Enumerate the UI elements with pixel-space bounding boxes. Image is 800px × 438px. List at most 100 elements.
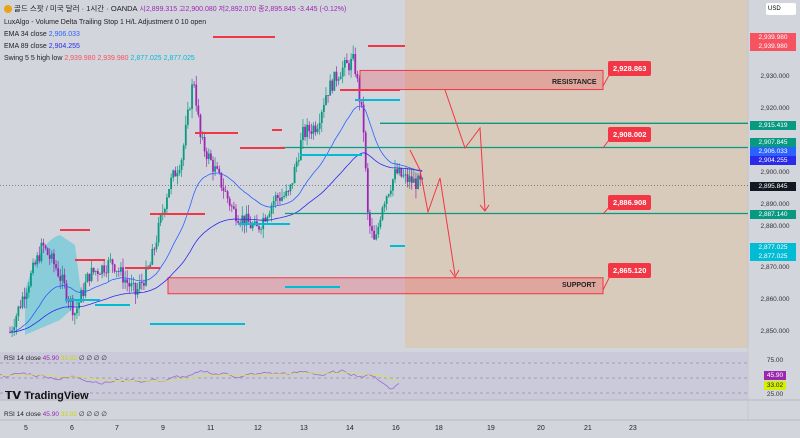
candle bbox=[174, 170, 177, 177]
level-callout[interactable]: 2,908.002 bbox=[608, 127, 652, 142]
candle bbox=[406, 174, 409, 182]
rsi-legend[interactable]: RSI 14 close 45.90 33.02 ∅ ∅ ∅ ∅ bbox=[4, 354, 107, 362]
candle bbox=[329, 80, 332, 96]
ema89-label: EMA 89 close bbox=[4, 43, 47, 50]
candle bbox=[392, 179, 394, 191]
swing-value: 2,877.025 bbox=[130, 55, 162, 62]
candle bbox=[322, 104, 325, 112]
swing-value: 2,877.025 bbox=[163, 55, 195, 62]
candle bbox=[138, 282, 141, 290]
candle bbox=[216, 166, 219, 169]
candle bbox=[285, 191, 288, 197]
candle bbox=[302, 126, 304, 141]
candle bbox=[308, 124, 311, 132]
price-tick: 2,870.000 bbox=[760, 264, 790, 271]
candle bbox=[63, 274, 66, 284]
candle bbox=[197, 105, 200, 115]
rsi-ma-value: 33.02 bbox=[60, 411, 78, 418]
price-tag: 2,887.140 bbox=[750, 209, 796, 219]
candle bbox=[159, 215, 162, 223]
candle bbox=[76, 308, 78, 314]
candle bbox=[115, 271, 118, 272]
candle bbox=[99, 274, 101, 275]
ema89-value: 2,904.255 bbox=[48, 43, 80, 50]
candle bbox=[191, 84, 193, 109]
candle bbox=[212, 159, 214, 172]
ema89-legend[interactable]: EMA 89 close 2,904.255 bbox=[4, 43, 80, 50]
candle bbox=[107, 260, 110, 273]
candle bbox=[287, 191, 290, 192]
rsi-extra: ∅ ∅ ∅ ∅ bbox=[78, 355, 107, 362]
candle bbox=[318, 122, 321, 129]
candle bbox=[320, 111, 323, 123]
candle bbox=[350, 58, 352, 71]
candle bbox=[182, 145, 185, 161]
rsi-legend-2[interactable]: RSI 14 close 45.90 33.02 ∅ ∅ ∅ ∅ bbox=[4, 410, 107, 418]
candle bbox=[312, 125, 315, 134]
candle bbox=[276, 195, 279, 198]
candle bbox=[42, 242, 45, 246]
price-tick: 2,930.000 bbox=[760, 73, 790, 80]
candle bbox=[325, 95, 327, 105]
candle bbox=[94, 271, 97, 273]
support-zone bbox=[167, 277, 604, 295]
candle bbox=[78, 302, 80, 309]
candle bbox=[189, 108, 191, 110]
candle bbox=[341, 67, 344, 77]
candle bbox=[331, 80, 334, 91]
resistance-callout[interactable]: 2,928.863 bbox=[608, 61, 652, 76]
candle bbox=[32, 262, 34, 274]
symbol-legend: 골드 스팟 / 미국 달러 · 1시간 · OANDA 시2,899.315 고… bbox=[4, 3, 346, 14]
candle bbox=[130, 283, 133, 287]
tradingview-icon: 𝗧𝗩 bbox=[5, 390, 22, 402]
time-tick: 18 bbox=[435, 425, 443, 432]
candle bbox=[237, 221, 239, 223]
ema34-legend[interactable]: EMA 34 close 2,906.033 bbox=[4, 31, 80, 38]
rsi-label: RSI 14 close bbox=[4, 411, 41, 418]
candle bbox=[251, 224, 254, 229]
swing-legend[interactable]: Swing 5 5 high low 2,939.980 2,939.980 2… bbox=[4, 55, 195, 62]
time-tick: 23 bbox=[629, 425, 637, 432]
candle bbox=[333, 71, 336, 91]
candle bbox=[86, 273, 89, 283]
candle bbox=[377, 227, 380, 235]
time-tick: 19 bbox=[487, 425, 495, 432]
candle bbox=[128, 282, 131, 287]
candle bbox=[132, 283, 135, 284]
time-tick: 16 bbox=[392, 425, 400, 432]
candle bbox=[38, 255, 41, 261]
rsi-ma-value: 33.02 bbox=[60, 355, 78, 362]
candle bbox=[258, 226, 260, 230]
candle bbox=[352, 54, 355, 59]
candle bbox=[84, 282, 87, 297]
candle bbox=[172, 170, 175, 178]
candle bbox=[82, 289, 85, 297]
ohlc-change: -3.445 (-0.12%) bbox=[297, 6, 347, 13]
candle bbox=[396, 169, 399, 174]
luxalgo-legend[interactable]: LuxAlgo - Volume Delta Trailing Stop 1 H… bbox=[4, 19, 207, 26]
rsi-label: RSI 14 close bbox=[4, 355, 41, 362]
candle bbox=[157, 222, 160, 243]
support-callout[interactable]: 2,865.120 bbox=[608, 263, 652, 278]
candle bbox=[387, 194, 390, 197]
candle bbox=[30, 273, 32, 287]
candle bbox=[96, 271, 99, 275]
candle bbox=[247, 213, 250, 223]
candle bbox=[113, 264, 116, 272]
level-callout[interactable]: 2,886.908 bbox=[608, 195, 652, 210]
symbol-title[interactable]: 골드 스팟 / 미국 달러 · 1시간 · OANDA bbox=[13, 4, 138, 13]
candle bbox=[274, 195, 277, 202]
candle bbox=[101, 265, 103, 275]
candle bbox=[50, 253, 53, 259]
candle bbox=[65, 283, 68, 300]
currency-selector[interactable]: USD bbox=[766, 3, 796, 15]
candle bbox=[356, 74, 359, 79]
candle bbox=[314, 125, 317, 133]
candle bbox=[23, 296, 26, 300]
tradingview-logo: 𝗧𝗩 TradingView bbox=[5, 389, 89, 402]
forecast-arrow-down-path bbox=[409, 149, 456, 276]
candle bbox=[268, 213, 271, 217]
candle bbox=[289, 184, 292, 192]
candle bbox=[170, 177, 173, 190]
